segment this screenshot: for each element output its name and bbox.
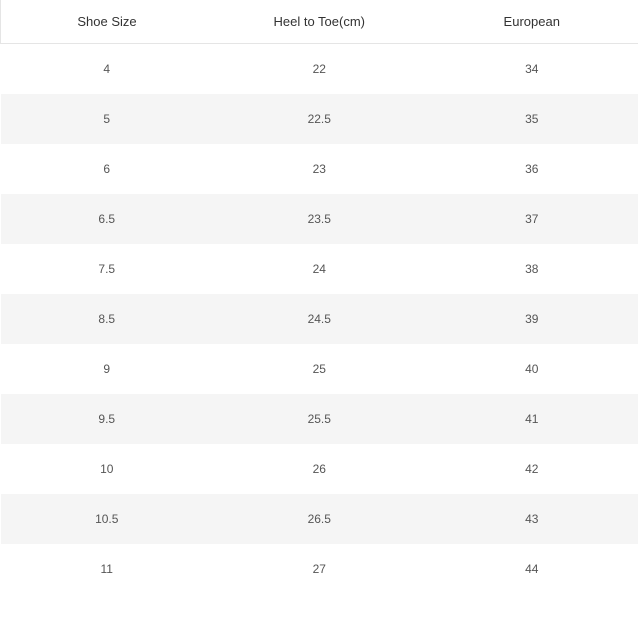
table-row: 10 26 42 bbox=[1, 444, 638, 494]
cell-shoe-size: 10 bbox=[1, 444, 214, 494]
cell-european: 34 bbox=[426, 44, 638, 95]
cell-heel-to-toe: 22 bbox=[213, 44, 426, 95]
cell-heel-to-toe: 25.5 bbox=[213, 394, 426, 444]
cell-shoe-size: 9.5 bbox=[1, 394, 214, 444]
table-body: 4 22 34 5 22.5 35 6 23 36 6.5 23.5 37 7.… bbox=[1, 44, 638, 595]
cell-shoe-size: 10.5 bbox=[1, 494, 214, 544]
table-row: 10.5 26.5 43 bbox=[1, 494, 638, 544]
cell-european: 43 bbox=[426, 494, 638, 544]
cell-european: 39 bbox=[426, 294, 638, 344]
cell-shoe-size: 4 bbox=[1, 44, 214, 95]
cell-heel-to-toe: 23 bbox=[213, 144, 426, 194]
cell-shoe-size: 5 bbox=[1, 94, 214, 144]
cell-heel-to-toe: 25 bbox=[213, 344, 426, 394]
column-header-heel-to-toe: Heel to Toe(cm) bbox=[213, 0, 426, 44]
cell-european: 42 bbox=[426, 444, 638, 494]
cell-european: 36 bbox=[426, 144, 638, 194]
cell-shoe-size: 7.5 bbox=[1, 244, 214, 294]
cell-heel-to-toe: 23.5 bbox=[213, 194, 426, 244]
cell-heel-to-toe: 24 bbox=[213, 244, 426, 294]
cell-shoe-size: 9 bbox=[1, 344, 214, 394]
table-row: 9 25 40 bbox=[1, 344, 638, 394]
table-row: 6 23 36 bbox=[1, 144, 638, 194]
cell-heel-to-toe: 24.5 bbox=[213, 294, 426, 344]
table-row: 9.5 25.5 41 bbox=[1, 394, 638, 444]
cell-european: 41 bbox=[426, 394, 638, 444]
table-row: 8.5 24.5 39 bbox=[1, 294, 638, 344]
cell-european: 35 bbox=[426, 94, 638, 144]
table-row: 7.5 24 38 bbox=[1, 244, 638, 294]
cell-european: 37 bbox=[426, 194, 638, 244]
cell-european: 38 bbox=[426, 244, 638, 294]
table-row: 5 22.5 35 bbox=[1, 94, 638, 144]
table-row: 6.5 23.5 37 bbox=[1, 194, 638, 244]
cell-european: 44 bbox=[426, 544, 638, 594]
column-header-shoe-size: Shoe Size bbox=[1, 0, 214, 44]
cell-heel-to-toe: 22.5 bbox=[213, 94, 426, 144]
cell-heel-to-toe: 26 bbox=[213, 444, 426, 494]
cell-shoe-size: 6.5 bbox=[1, 194, 214, 244]
cell-shoe-size: 11 bbox=[1, 544, 214, 594]
cell-heel-to-toe: 27 bbox=[213, 544, 426, 594]
shoe-size-table: Shoe Size Heel to Toe(cm) European 4 22 … bbox=[0, 0, 638, 594]
cell-shoe-size: 8.5 bbox=[1, 294, 214, 344]
table-row: 11 27 44 bbox=[1, 544, 638, 594]
cell-shoe-size: 6 bbox=[1, 144, 214, 194]
table-row: 4 22 34 bbox=[1, 44, 638, 95]
cell-heel-to-toe: 26.5 bbox=[213, 494, 426, 544]
cell-european: 40 bbox=[426, 344, 638, 394]
table-header-row: Shoe Size Heel to Toe(cm) European bbox=[1, 0, 638, 44]
column-header-european: European bbox=[426, 0, 638, 44]
